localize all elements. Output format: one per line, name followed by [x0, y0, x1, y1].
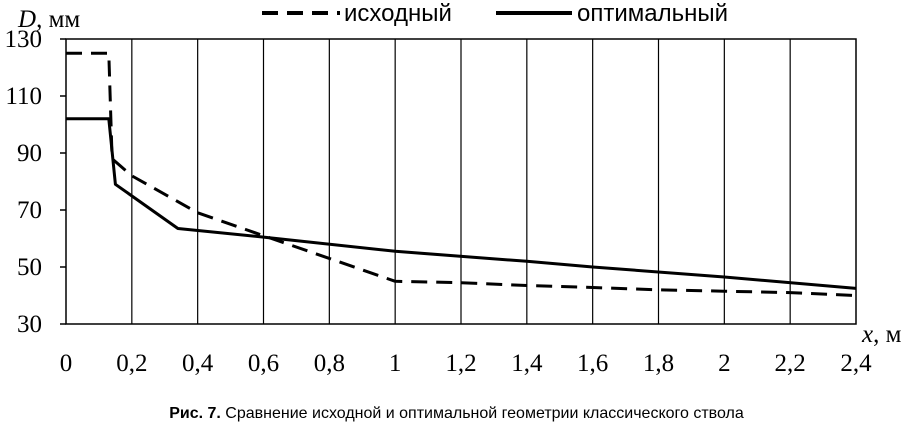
- x-tick-label: 1,4: [511, 350, 543, 377]
- y-tick-label: 90: [17, 140, 42, 167]
- x-tick-label: 1: [389, 350, 402, 377]
- x-tick-label: 0,6: [248, 350, 279, 377]
- x-axis-title: x, м: [861, 321, 902, 348]
- series-line-optimal: [66, 117, 857, 290]
- series-group: [66, 51, 857, 297]
- x-tick-label: 1,6: [577, 350, 608, 377]
- y-tick-label: 30: [17, 311, 42, 338]
- line-chart: 0 0,2 0,4 0,6 0,8 1 1,2 1,4 1,6 1,8 2 2,2 2,4 30 50 70…: [5, 0, 902, 377]
- series-line-initial: [66, 51, 857, 297]
- y-tick-label: 130: [5, 26, 43, 53]
- plot-area-frame: [65, 38, 857, 325]
- figure-caption-label: Рис. 7.: [169, 405, 221, 422]
- x-tick-label: 0: [60, 350, 73, 377]
- y-tick-label: 50: [17, 254, 42, 281]
- y-axis-title: D, мм: [17, 6, 80, 33]
- x-tick-label: 2,2: [775, 350, 806, 377]
- y-tick-label: 110: [5, 83, 42, 110]
- x-tick-label: 2,4: [840, 350, 872, 377]
- legend: исходный оптимальный: [262, 0, 728, 27]
- legend-label-initial: исходный: [344, 0, 452, 27]
- x-tick-label: 0,4: [182, 350, 214, 377]
- x-tick-label: 0,8: [314, 350, 345, 377]
- x-tick-label: 2: [718, 350, 731, 377]
- x-tick-label: 1,2: [445, 350, 476, 377]
- x-tick-label: 1,8: [643, 350, 674, 377]
- x-tick-label: 0,2: [116, 350, 147, 377]
- y-tick-labels: 30 50 70 90 110 130: [5, 26, 66, 338]
- figure-caption: Рис. 7. Сравнение исходной и оптимальной…: [0, 405, 913, 423]
- y-tick-label: 70: [17, 197, 42, 224]
- figure-caption-text: Сравнение исходной и оптимальной геометр…: [220, 405, 744, 422]
- legend-label-optimal: оптимальный: [577, 0, 728, 27]
- x-tick-labels: 0 0,2 0,4 0,6 0,8 1 1,2 1,4 1,6 1,8 2 2,2 2,4: [60, 350, 872, 377]
- grid-lines: [131, 39, 791, 324]
